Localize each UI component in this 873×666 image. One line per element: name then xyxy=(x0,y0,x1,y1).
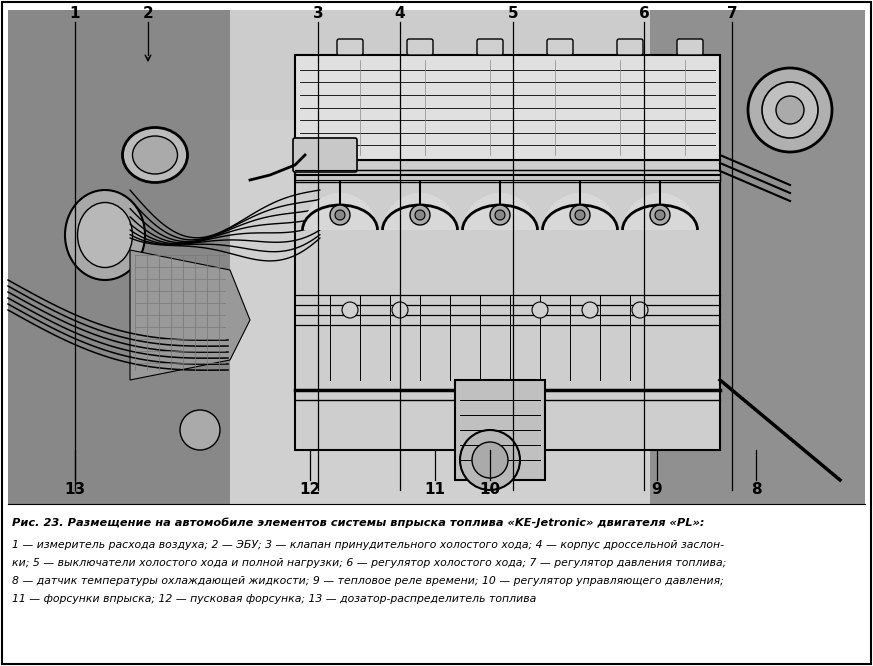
Text: 9: 9 xyxy=(651,482,663,498)
Text: 4: 4 xyxy=(395,5,405,21)
Circle shape xyxy=(748,68,832,152)
Circle shape xyxy=(335,210,345,220)
Circle shape xyxy=(582,302,598,318)
Text: Рис. 23. Размещение на автомобиле элементов системы впрыска топлива «KE-Jetronic: Рис. 23. Размещение на автомобиле элемен… xyxy=(12,518,705,529)
Circle shape xyxy=(632,302,648,318)
Bar xyxy=(230,10,650,120)
Text: 1: 1 xyxy=(70,5,80,21)
Circle shape xyxy=(762,82,818,138)
Circle shape xyxy=(532,302,548,318)
Circle shape xyxy=(575,210,585,220)
Polygon shape xyxy=(130,250,250,380)
Text: 5: 5 xyxy=(508,5,519,21)
Circle shape xyxy=(472,442,508,478)
Text: 1 — измеритель расхода воздуха; 2 — ЭБУ; 3 — клапан принудительного холостого хо: 1 — измеритель расхода воздуха; 2 — ЭБУ;… xyxy=(12,540,724,550)
Circle shape xyxy=(392,302,408,318)
Ellipse shape xyxy=(78,202,133,268)
Polygon shape xyxy=(640,10,865,504)
Bar xyxy=(8,10,865,504)
Bar xyxy=(295,160,720,450)
Text: 10: 10 xyxy=(479,482,500,498)
Circle shape xyxy=(495,210,505,220)
FancyBboxPatch shape xyxy=(477,39,503,55)
Text: 11: 11 xyxy=(424,482,445,498)
Polygon shape xyxy=(8,10,260,504)
FancyBboxPatch shape xyxy=(407,39,433,55)
Circle shape xyxy=(330,205,350,225)
Text: ки; 5 — выключатели холостого хода и полной нагрузки; 6 — регулятор холостого хо: ки; 5 — выключатели холостого хода и пол… xyxy=(12,558,726,568)
Text: 8: 8 xyxy=(751,482,761,498)
Ellipse shape xyxy=(65,190,145,280)
Circle shape xyxy=(342,302,358,318)
Text: 7: 7 xyxy=(726,5,738,21)
Circle shape xyxy=(410,205,430,225)
Text: 2: 2 xyxy=(142,5,154,21)
Circle shape xyxy=(415,210,425,220)
Circle shape xyxy=(460,430,520,490)
Circle shape xyxy=(650,205,670,225)
Ellipse shape xyxy=(122,127,188,182)
Circle shape xyxy=(570,205,590,225)
Bar xyxy=(295,55,720,160)
FancyBboxPatch shape xyxy=(677,39,703,55)
Text: 13: 13 xyxy=(65,482,86,498)
Text: 11 — форсунки впрыска; 12 — пусковая форсунка; 13 — дозатор-распределитель топли: 11 — форсунки впрыска; 12 — пусковая фор… xyxy=(12,594,536,604)
FancyBboxPatch shape xyxy=(617,39,643,55)
Wedge shape xyxy=(543,193,617,230)
Text: 12: 12 xyxy=(299,482,320,498)
Text: 3: 3 xyxy=(313,5,323,21)
FancyBboxPatch shape xyxy=(547,39,573,55)
Bar xyxy=(295,170,720,182)
Circle shape xyxy=(180,410,220,450)
Circle shape xyxy=(490,205,510,225)
Wedge shape xyxy=(463,193,537,230)
Text: 8 — датчик температуры охлаждающей жидкости; 9 — тепловое реле времени; 10 — рег: 8 — датчик температуры охлаждающей жидко… xyxy=(12,576,724,586)
Ellipse shape xyxy=(133,136,177,174)
Wedge shape xyxy=(623,193,697,230)
Text: 6: 6 xyxy=(639,5,650,21)
Circle shape xyxy=(776,96,804,124)
Bar xyxy=(455,380,545,480)
Wedge shape xyxy=(383,193,457,230)
Wedge shape xyxy=(303,193,377,230)
FancyBboxPatch shape xyxy=(337,39,363,55)
FancyBboxPatch shape xyxy=(293,138,357,172)
Circle shape xyxy=(655,210,665,220)
Bar xyxy=(230,30,650,504)
